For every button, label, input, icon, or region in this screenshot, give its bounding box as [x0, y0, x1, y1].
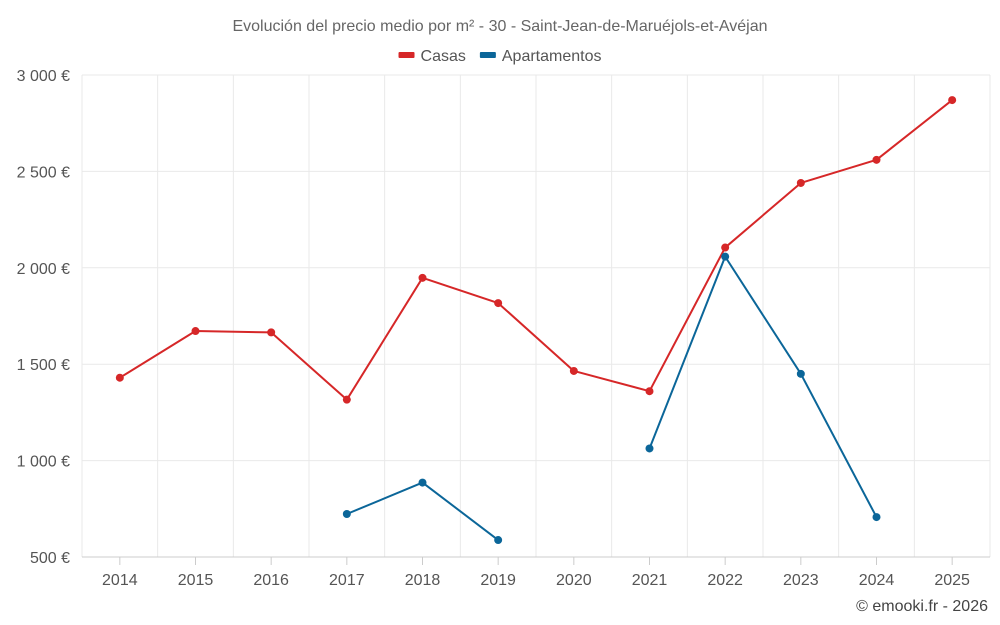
- data-point[interactable]: [494, 536, 503, 545]
- y-tick-label: 1 500 €: [17, 357, 70, 374]
- chart-title: Evolución del precio medio por m² - 30 -…: [232, 18, 767, 35]
- y-tick-label: 2 000 €: [17, 261, 70, 278]
- data-point[interactable]: [191, 327, 200, 336]
- data-point[interactable]: [721, 252, 730, 261]
- data-point[interactable]: [494, 299, 503, 308]
- data-point[interactable]: [342, 395, 351, 404]
- x-tick-label: 2015: [178, 572, 214, 589]
- y-tick-label: 500 €: [30, 550, 70, 567]
- legend: Casas Apartamentos: [398, 48, 602, 65]
- x-tick-label: 2019: [480, 572, 516, 589]
- data-point[interactable]: [115, 373, 124, 382]
- data-point[interactable]: [872, 513, 881, 522]
- legend-swatch: [479, 52, 496, 58]
- series-apartamentos: [342, 252, 881, 545]
- y-axis: 500 € 1 000 € 1 500 € 2 000 € 2 500 € 3 000 €: [17, 68, 70, 567]
- series-line: [119, 99, 953, 401]
- data-point[interactable]: [645, 444, 654, 453]
- legend-item-apartamentos[interactable]: Apartamentos: [479, 48, 602, 65]
- data-point[interactable]: [721, 243, 730, 252]
- series-line: [648, 255, 878, 518]
- legend-label: Casas: [421, 48, 466, 65]
- x-tick-label: 2024: [859, 572, 895, 589]
- x-tick-label: 2018: [405, 572, 441, 589]
- credit-text: © emooki.fr - 2026: [856, 598, 988, 615]
- x-tick-label: 2022: [707, 572, 743, 589]
- x-tick-label: 2023: [783, 572, 819, 589]
- data-point[interactable]: [569, 366, 578, 375]
- x-axis: 2014 2015 2016 2017 2018 2019 2020 2021 2022 2023…: [82, 556, 990, 589]
- y-tick-label: 1 000 €: [17, 454, 70, 471]
- data-point[interactable]: [796, 369, 805, 378]
- data-point[interactable]: [418, 273, 427, 282]
- series-casas: [115, 96, 957, 404]
- x-tick-label: 2014: [102, 572, 138, 589]
- legend-label: Apartamentos: [502, 48, 602, 65]
- data-point[interactable]: [342, 510, 351, 519]
- x-tick-label: 2025: [934, 572, 970, 589]
- grid: [81, 74, 991, 557]
- data-point[interactable]: [418, 478, 427, 487]
- data-point[interactable]: [796, 178, 805, 187]
- y-tick-label: 2 500 €: [17, 164, 70, 181]
- legend-item-casas[interactable]: Casas: [398, 48, 466, 65]
- x-tick-label: 2017: [329, 572, 365, 589]
- series-layer: [115, 96, 957, 545]
- data-point[interactable]: [645, 387, 654, 396]
- series-line: [346, 481, 499, 541]
- y-tick-label: 3 000 €: [17, 68, 70, 85]
- data-point[interactable]: [872, 155, 881, 164]
- data-point[interactable]: [948, 96, 957, 105]
- legend-swatch: [398, 52, 415, 58]
- x-tick-label: 2021: [632, 572, 668, 589]
- x-tick-label: 2016: [253, 572, 289, 589]
- x-tick-label: 2020: [556, 572, 592, 589]
- data-point[interactable]: [267, 328, 276, 337]
